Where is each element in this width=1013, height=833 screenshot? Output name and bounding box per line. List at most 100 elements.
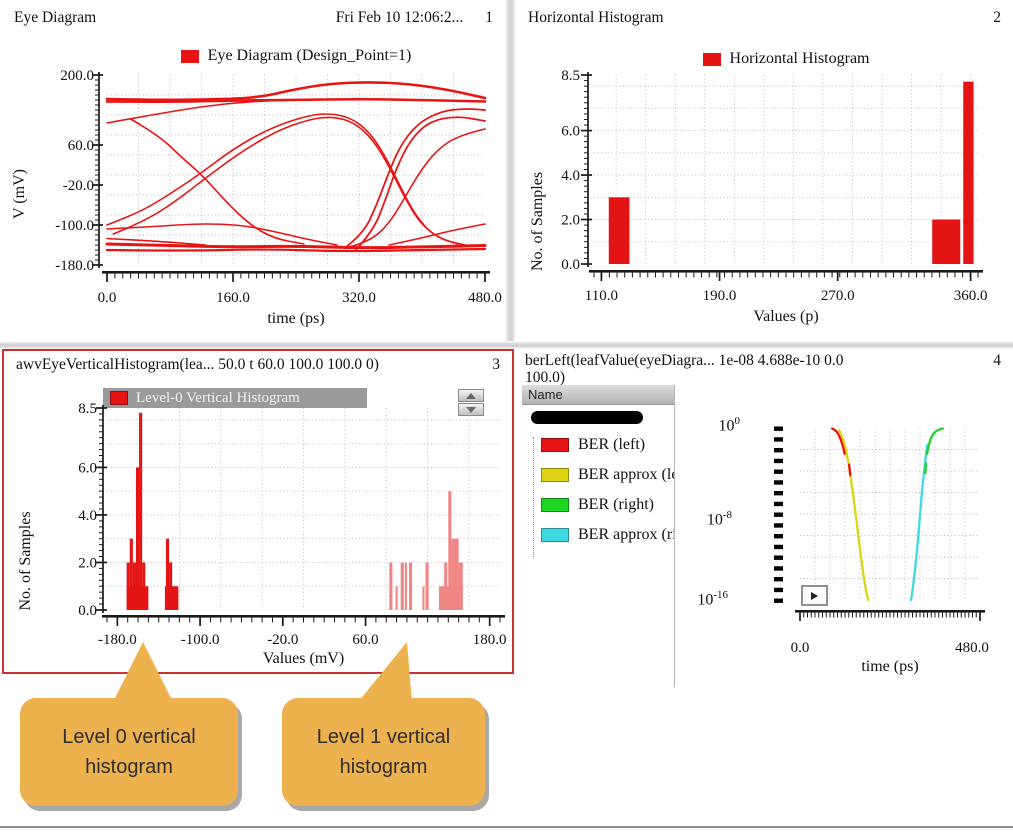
ytick-1e-16: 10-16 [697,589,728,609]
svg-text:60.0: 60.0 [68,138,94,154]
eye-legend-swatch [180,49,199,63]
trace-label: BER (right) [578,496,654,513]
trace-label: BER (left) [578,436,646,453]
callout-level0-text: Level 0 vertical histogram [62,726,196,778]
svg-text:270.0: 270.0 [821,288,855,304]
window-bottom-rule [0,826,1013,828]
ber-legend-item[interactable]: BER approx (rig [522,520,674,550]
svg-text:4.0: 4.0 [78,508,97,524]
play-button[interactable] [801,585,828,606]
panel-vertical-histogram: awvEyeVerticalHistogram(lea... 50.0 t 60… [2,349,514,674]
scroll-down-button[interactable] [458,403,484,416]
legend-hhist: Horizontal Histogram [594,50,978,68]
panel-ber: berLeft(leafValue(eyeDiagra... 1e-08 4.6… [518,349,1013,694]
panel-ber-header: berLeft(leafValue(eyeDiagra... 1e-08 4.6… [518,349,1013,370]
name-column-header[interactable]: Name [522,385,674,405]
callout-level1: Level 1 vertical histogram [282,698,485,806]
svg-text:4.0: 4.0 [561,168,580,184]
legend-eye: Eye Diagram (Design_Point=1) [107,47,485,65]
svg-text:200.0: 200.0 [60,68,94,84]
hhist-legend-swatch [702,52,721,66]
ber-legend-item[interactable]: BER (left) [522,430,674,460]
svg-text:-100.0: -100.0 [55,218,94,234]
horizontal-histogram-canvas[interactable]: 8.5 6.0 4.0 2.0 0.0 110.0 190.0 270.0 360.0 Value… [516,2,1013,340]
panel-eye-header: Eye Diagram Fri Feb 10 12:06:2... 1 [2,2,505,27]
svg-text:time (ps): time (ps) [861,658,918,675]
svg-text:-180.0: -180.0 [98,632,137,648]
legend-tree-line [533,437,534,557]
svg-text:160.0: 160.0 [216,290,250,306]
scroll-up-button[interactable] [458,389,484,402]
svg-text:180.0: 180.0 [473,632,507,648]
panel-number: 1 [485,9,493,26]
redacted-trace-name[interactable] [531,411,643,424]
svg-text:0.0: 0.0 [791,640,810,656]
hhist-legend-label: Horizontal Histogram [729,50,870,67]
eye-legend-label: Eye Diagram (Design_Point=1) [207,47,412,64]
svg-text:No. of Samples: No. of Samples [529,172,546,271]
ber-legend-item[interactable]: BER approx (left [522,460,674,490]
trace-name-panel: Name BER (left) BER approx (left BER (righ… [522,385,675,687]
panel-title-line2: 100.0) [525,369,566,386]
trace-label: BER approx (rig [578,526,675,543]
panel-hhist-header: Horizontal Histogram 2 [516,2,1013,27]
panel-title: Horizontal Histogram [528,9,664,26]
svg-text:0.0: 0.0 [561,257,580,273]
ber-plot-canvas[interactable]: 0.0 480.0 time (ps) [518,349,1013,694]
svg-text:2.0: 2.0 [78,555,97,571]
svg-text:-180.0: -180.0 [55,258,94,274]
svg-text:-20.0: -20.0 [63,178,94,194]
down-arrow-icon [466,406,476,413]
vertical-histogram-canvas[interactable]: 8.5 6.0 4.0 2.0 0.0-180.0 -100.0 -20.0 60.0 180.… [4,351,508,668]
svg-text:8.5: 8.5 [561,68,580,84]
horizontal-splitter[interactable] [0,341,1013,349]
color-swatch [541,528,569,542]
color-swatch [541,468,569,482]
svg-text:0.0: 0.0 [78,603,97,619]
panel-number: 3 [492,356,500,373]
callout-level1-text: Level 1 vertical histogram [316,726,451,778]
svg-text:Values (mV): Values (mV) [263,650,344,667]
panel-title: Eye Diagram [14,9,97,26]
eye-diagram-canvas[interactable]: 200.0 60.0 -20.0 -100.0 -180.00.0 160.0 320.0 4… [2,2,505,340]
svg-text:-100.0: -100.0 [181,632,220,648]
vertical-splitter[interactable] [505,0,516,341]
panel-number: 4 [993,352,1001,369]
panel-title: awvEyeVerticalHistogram(lea... 50.0 t 60… [16,356,379,373]
svg-text:480.0: 480.0 [468,290,502,306]
play-icon [811,591,818,600]
trace-label: BER approx (left [578,466,674,483]
callout-level0: Level 0 vertical histogram [20,698,238,806]
panel-spinner [458,389,484,416]
panel-title: berLeft(leafValue(eyeDiagra... 1e-08 4.6… [525,352,844,369]
svg-text:360.0: 360.0 [954,288,988,304]
vhist-legend-label: Level-0 Vertical Histogram [136,389,300,406]
panel-vhist-header: awvEyeVerticalHistogram(lea... 50.0 t 60… [4,351,512,374]
svg-text:110.0: 110.0 [585,288,618,304]
vhist-legend-swatch [110,391,128,405]
ytick-1e0: 100 [718,415,741,435]
callout-tail-level1 [358,642,412,702]
ber-legend-list: BER (left) BER approx (left BER (right) BER… [522,430,674,550]
timestamp: Fri Feb 10 12:06:2... [335,9,464,26]
legend-vhist: Level-0 Vertical Histogram [103,388,367,408]
ber-legend-item[interactable]: BER (right) [522,490,674,520]
color-swatch [541,438,569,452]
svg-text:320.0: 320.0 [342,290,376,306]
up-arrow-icon [466,392,476,399]
panel-number: 2 [993,9,1001,26]
svg-text:6.0: 6.0 [561,124,580,140]
svg-text:No. of Samples: No. of Samples [17,511,34,610]
svg-text:6.0: 6.0 [78,460,97,476]
svg-text:-20.0: -20.0 [267,632,298,648]
panel-eye-diagram: Eye Diagram Fri Feb 10 12:06:2... 1 Eye … [2,2,505,340]
svg-text:2.0: 2.0 [561,213,580,229]
svg-text:8.5: 8.5 [78,401,97,417]
svg-text:60.0: 60.0 [352,632,378,648]
ytick-1e-8: 10-8 [706,509,732,529]
svg-text:190.0: 190.0 [703,288,737,304]
svg-text:V (mV): V (mV) [11,169,28,219]
panel-horizontal-histogram: Horizontal Histogram 2 Horizontal Histog… [516,2,1013,340]
svg-text:0.0: 0.0 [98,290,117,306]
